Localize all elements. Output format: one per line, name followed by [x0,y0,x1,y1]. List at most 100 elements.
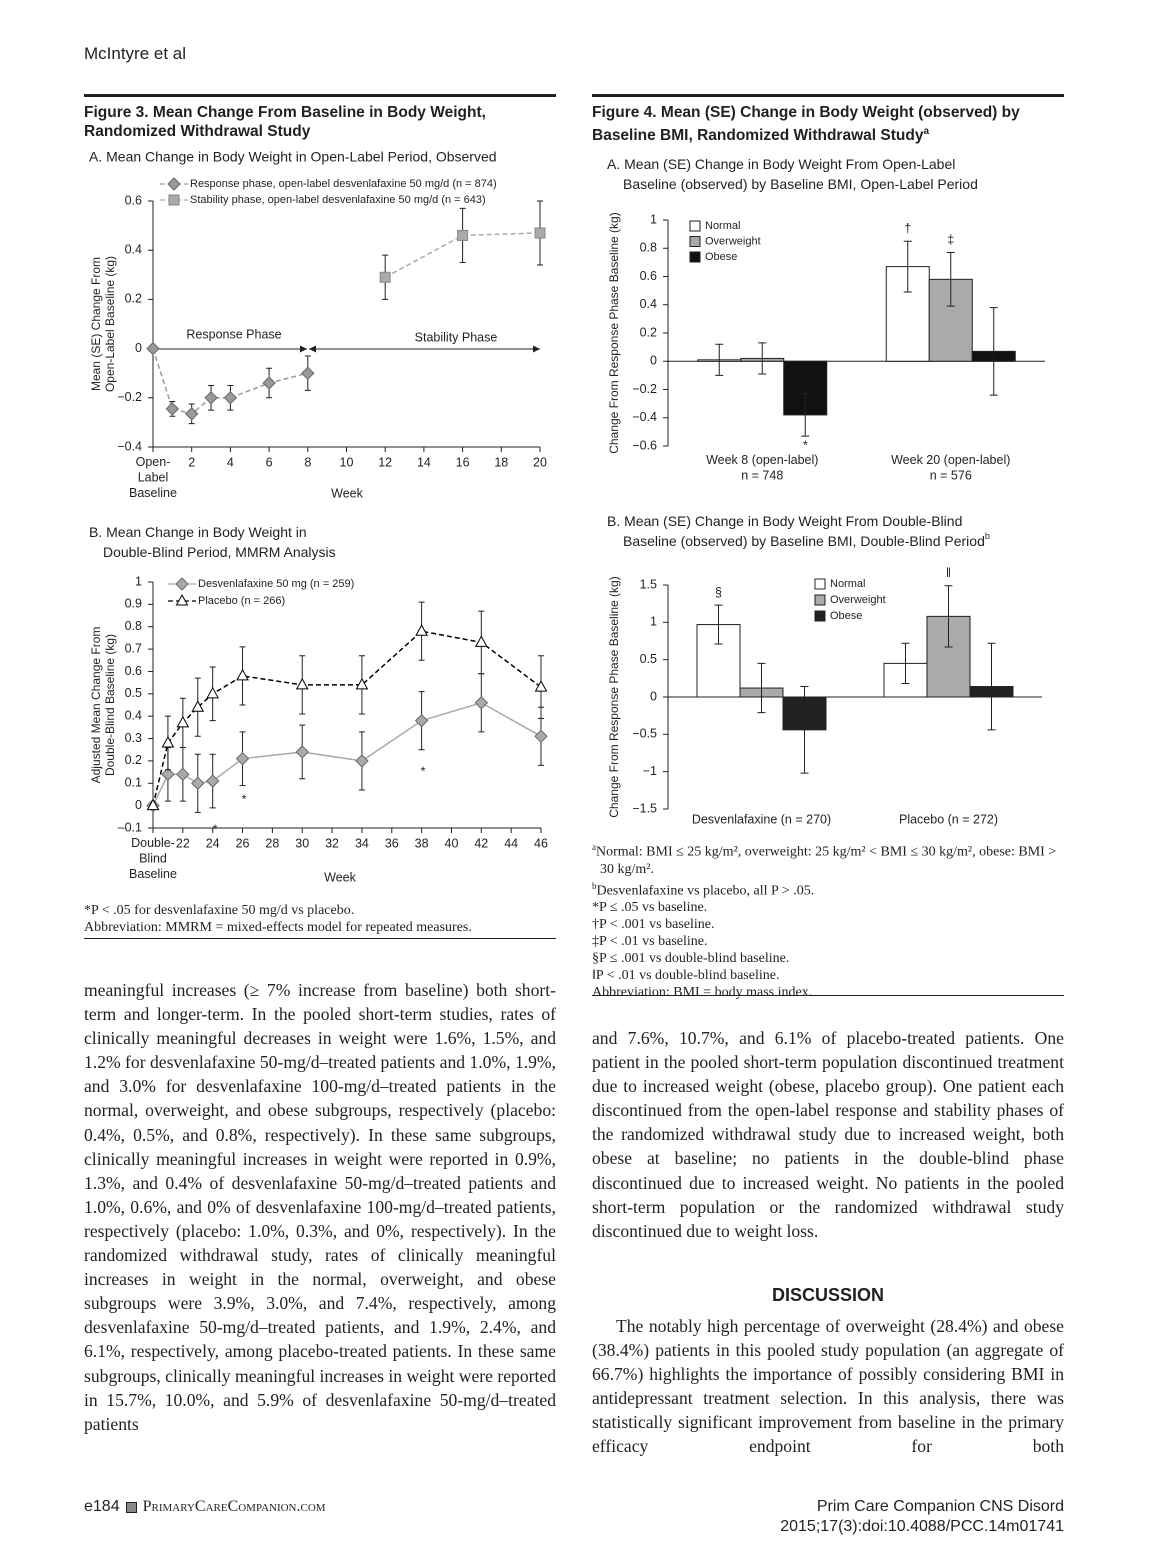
legend-label: Obese [830,610,862,622]
significance-mark: ‖ [946,566,951,580]
y-tick-label: −0.4 [117,439,142,453]
legend-marker [175,577,189,591]
y-tick-label: −0.2 [632,382,657,396]
journal: Prim Care Companion CNS Disord [816,1498,1064,1515]
point-marker [161,735,175,748]
chart-subtitle: B. Mean Change in Body Weight in Double-B… [89,524,336,560]
y-tick-label: 1.5 [640,577,657,591]
x-tick-label: Double-Blind Baseline [129,836,177,881]
legend-swatch [814,578,826,590]
category-label: Desvenlafaxine (n = 270) [692,812,831,826]
category-label: Week 8 (open-label) n = 748 [706,453,818,483]
point-marker [206,686,220,699]
chart-subtitle: A. Mean (SE) Change in Body Weight From … [607,156,978,192]
legend-marker [167,177,181,191]
icon [125,1501,137,1513]
running-head: McIntyre et al [84,44,187,63]
rule [592,995,1064,996]
error-bar [757,662,766,714]
footnote-mark: b [592,880,597,891]
legend-swatch [814,594,826,606]
point-marker [176,715,190,728]
y-tick-label: −1 [643,764,657,778]
citation: 2015;17(3):doi:10.4088/PCC.14m01741 [780,1518,1064,1535]
significance-mark: * [803,438,808,452]
x-tick-label: 16 [456,455,470,469]
footnote: Abbreviation: BMI = body mass index. [592,985,813,1001]
error-bar [715,343,724,376]
point-marker [534,680,548,692]
legend-label: Normal [830,578,865,590]
y-tick-label: 0.1 [125,776,142,790]
point-marker [165,402,180,416]
error-bar [800,686,809,774]
y-tick-label: 0 [135,798,142,812]
y-tick-label: 0.6 [640,269,657,283]
y-tick-label: −0.2 [117,390,142,404]
x-tick-label: 36 [385,836,399,850]
point-marker [379,271,391,283]
category-label: Week 20 (open-label) n = 576 [891,453,1010,483]
series-line [384,232,541,278]
x-tick-label: 14 [417,455,431,469]
error-bar [901,642,910,685]
y-tick-label: 0.2 [125,292,142,306]
site: PrimaryCareCompanion.com [142,1498,326,1515]
point-marker [262,376,276,390]
y-tick-label: −0.5 [632,727,657,741]
footnote: *P ≤ .05 vs baseline. [592,900,708,916]
y-axis-label: Mean (SE) Change FromOpen-Label Baseline… [89,256,117,392]
body-text: and 7.6%, 10.7%, and 6.1% of placebo-tre… [592,1028,1064,1241]
y-tick-label: 1 [650,615,657,629]
point-marker [457,229,469,241]
legend-swatch [689,236,701,247]
point-marker [474,696,489,710]
annotation: Response Phase [186,327,281,341]
x-tick-label: 38 [415,836,429,850]
x-tick-label: 28 [265,836,279,850]
y-tick-label: −1.5 [632,801,657,815]
x-tick-label: 26 [236,836,250,850]
x-tick-label: 32 [325,836,339,850]
point-marker [534,227,546,239]
y-tick-label: 0.4 [640,297,657,311]
error-bar [903,240,912,293]
point-marker [161,767,175,782]
footnote: Abbreviation: MMRM = mixed-effects model… [84,920,472,935]
y-tick-label: 0 [650,354,657,368]
x-tick-label: 22 [176,836,190,850]
x-tick-label: 12 [378,455,392,469]
y-tick-label: 0.9 [125,597,142,611]
significance-mark: ‡ [947,233,954,247]
x-tick-label: 30 [295,836,309,850]
legend-label: Desvenlafaxine 50 mg (n = 259) [198,578,354,590]
figure-title: Figure 3. Mean Change From Baseline in B… [84,104,486,140]
footnote: §P ≤ .001 vs double-blind baseline. [592,951,790,967]
chart-subtitle: A. Mean Change in Body Weight in Open-La… [89,149,497,165]
y-tick-label: 0 [650,689,657,703]
legend-label: Overweight [830,594,886,606]
category-label: Placebo (n = 272) [899,812,998,826]
legend-marker [175,593,189,606]
title-sup: a [923,126,929,137]
footnote-text: Normal: BMI ≤ 25 kg/m², overweight: 25 k… [596,844,1057,877]
y-tick-label: –0.1 [118,820,142,834]
y-tick-label: 0.8 [125,619,142,633]
point-marker [355,677,369,690]
x-tick-label: 8 [304,455,311,469]
y-axis-label: Change From Response Phase Baseline (kg) [607,576,621,817]
figure-title: Figure 4. Mean (SE) Change in Body Weigh… [592,103,1072,145]
legend-label: Response phase, open-label desvenlafaxin… [190,178,497,190]
footnotes: *P < .05 for desvenlafaxine 50 mg/d vs p… [84,902,556,936]
error-bar [944,585,953,648]
footnote-text: Desvenlafaxine vs placebo, all P > .05. [596,883,815,899]
point-marker [355,754,369,768]
y-tick-label: 0.5 [125,686,142,700]
error-bar [987,642,996,731]
y-tick-label: −0.4 [632,410,657,424]
point-marker [474,635,488,647]
annotation: * [421,764,426,778]
error-bar [801,393,810,437]
x-tick-label: 40 [445,836,459,850]
